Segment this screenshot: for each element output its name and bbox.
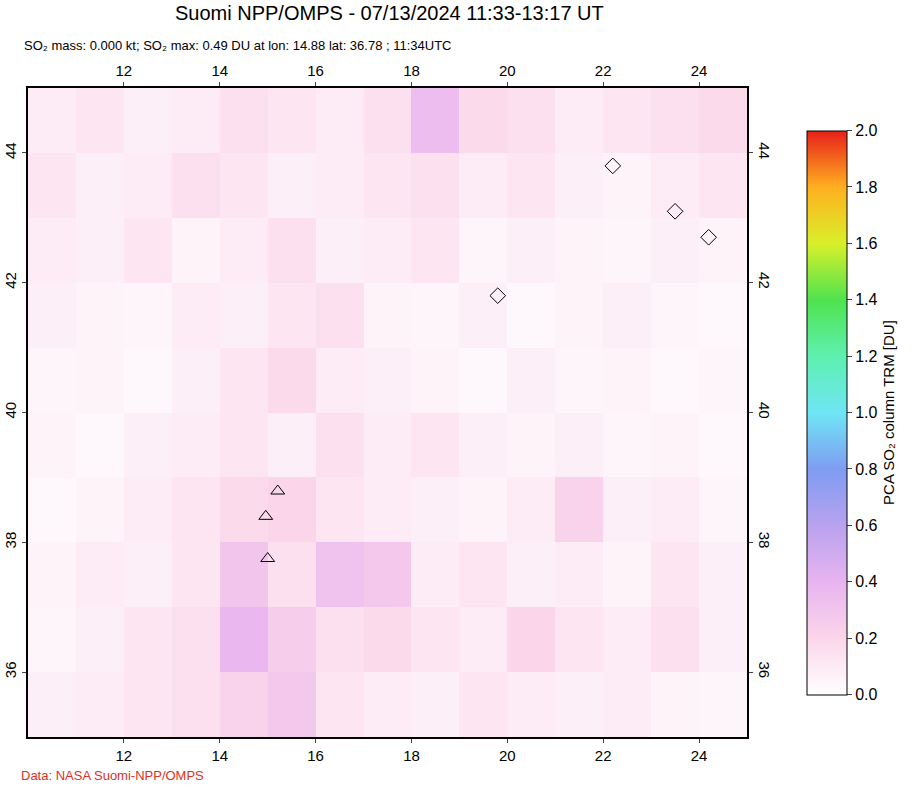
svg-text:0.6: 0.6 [855, 517, 877, 534]
svg-text:40: 40 [756, 402, 773, 419]
svg-text:0.2: 0.2 [855, 630, 877, 647]
svg-text:PCA SO₂ column TRM [DU]: PCA SO₂ column TRM [DU] [880, 320, 897, 505]
svg-text:20: 20 [499, 747, 516, 764]
svg-text:12: 12 [116, 62, 133, 79]
svg-text:18: 18 [403, 62, 420, 79]
svg-text:42: 42 [2, 272, 19, 289]
svg-text:18: 18 [403, 747, 420, 764]
svg-text:36: 36 [756, 662, 773, 679]
svg-text:1.0: 1.0 [855, 404, 877, 421]
svg-text:2.0: 2.0 [855, 122, 877, 139]
svg-text:1.2: 1.2 [855, 348, 877, 365]
svg-text:Suomi NPP/OMPS - 07/13/2024 11: Suomi NPP/OMPS - 07/13/2024 11:33-13:17 … [175, 2, 604, 24]
svg-text:16: 16 [307, 747, 324, 764]
svg-text:22: 22 [595, 747, 612, 764]
svg-text:0.4: 0.4 [855, 573, 877, 590]
svg-text:44: 44 [756, 142, 773, 159]
svg-text:24: 24 [691, 747, 708, 764]
svg-text:36: 36 [2, 662, 19, 679]
svg-text:1.6: 1.6 [855, 235, 877, 252]
svg-text:14: 14 [211, 62, 228, 79]
svg-text:14: 14 [211, 747, 228, 764]
svg-text:0.8: 0.8 [855, 461, 877, 478]
svg-text:22: 22 [595, 62, 612, 79]
svg-text:40: 40 [2, 402, 19, 419]
svg-text:1.8: 1.8 [855, 179, 877, 196]
svg-text:16: 16 [307, 62, 324, 79]
svg-text:38: 38 [2, 532, 19, 549]
svg-text:38: 38 [756, 532, 773, 549]
svg-text:1.4: 1.4 [855, 291, 877, 308]
svg-text:Data: NASA Suomi-NPP/OMPS: Data: NASA Suomi-NPP/OMPS [21, 768, 204, 783]
svg-text:24: 24 [691, 62, 708, 79]
svg-text:42: 42 [756, 272, 773, 289]
svg-text:44: 44 [2, 142, 19, 159]
svg-text:SO₂ mass: 0.000 kt; SO₂ max: 0: SO₂ mass: 0.000 kt; SO₂ max: 0.49 DU at … [24, 38, 452, 53]
svg-text:20: 20 [499, 62, 516, 79]
svg-text:12: 12 [116, 747, 133, 764]
svg-text:0.0: 0.0 [855, 686, 877, 703]
